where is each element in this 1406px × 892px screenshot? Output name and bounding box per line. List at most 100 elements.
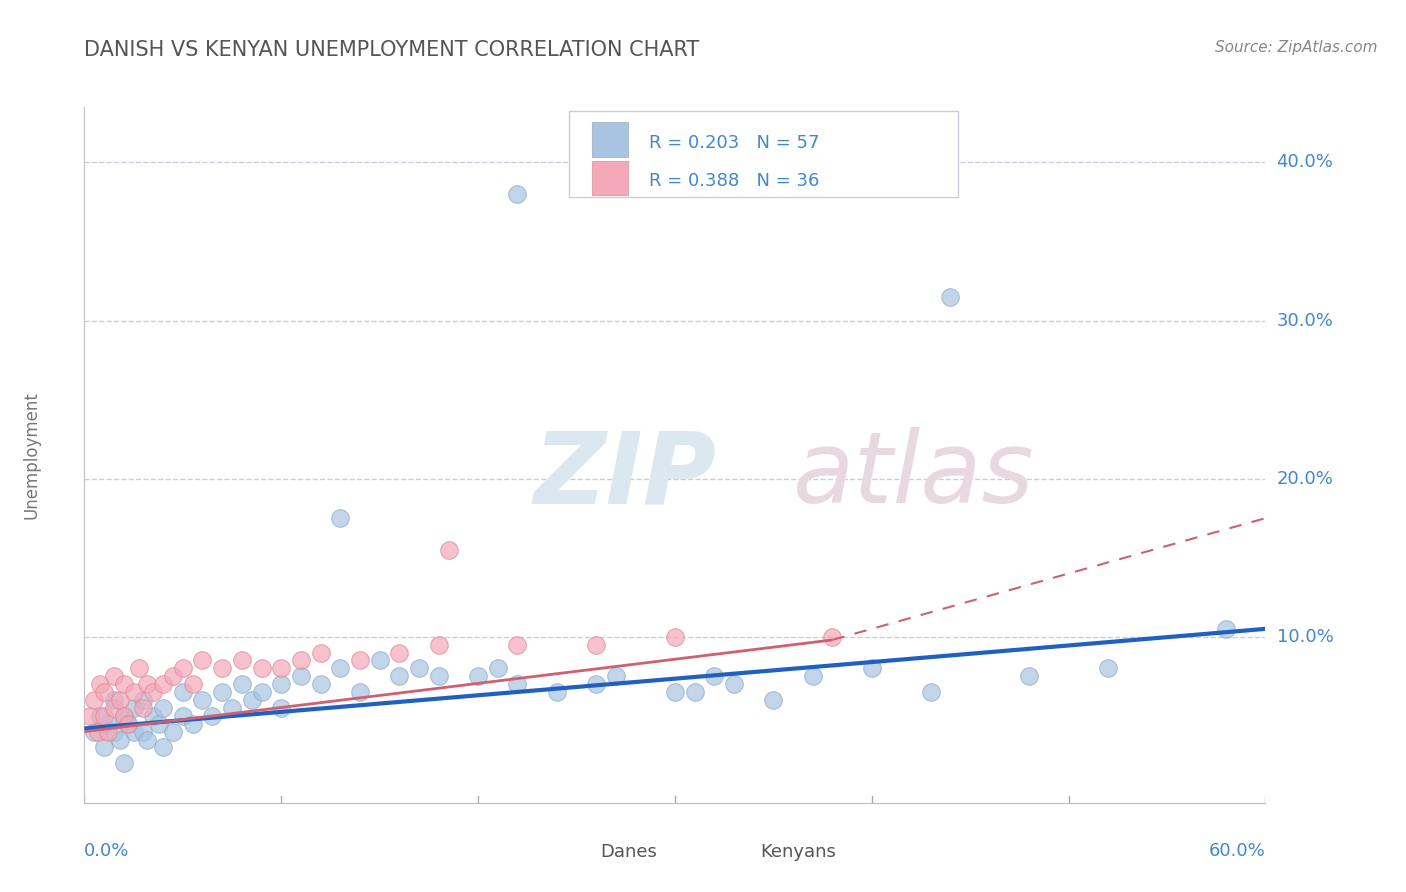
- Point: [112, 677, 135, 691]
- Point: [408, 661, 430, 675]
- Point: [93, 740, 115, 755]
- Point: [388, 646, 411, 660]
- Point: [290, 653, 312, 667]
- Point: [172, 685, 194, 699]
- Point: [142, 685, 165, 699]
- Point: [112, 756, 135, 771]
- Text: 20.0%: 20.0%: [1277, 470, 1333, 488]
- Point: [920, 685, 942, 699]
- Point: [122, 724, 145, 739]
- Point: [97, 724, 120, 739]
- Point: [427, 669, 450, 683]
- Text: Source: ZipAtlas.com: Source: ZipAtlas.com: [1215, 40, 1378, 55]
- Point: [231, 677, 253, 691]
- Point: [152, 701, 174, 715]
- Text: Kenyans: Kenyans: [759, 843, 835, 861]
- Point: [683, 685, 706, 699]
- Point: [585, 677, 607, 691]
- Point: [83, 693, 105, 707]
- Point: [172, 661, 194, 675]
- Point: [142, 708, 165, 723]
- Point: [349, 685, 371, 699]
- Point: [103, 669, 125, 683]
- Text: atlas: atlas: [793, 427, 1035, 524]
- FancyBboxPatch shape: [592, 161, 627, 195]
- FancyBboxPatch shape: [557, 838, 592, 865]
- Point: [108, 693, 131, 707]
- Point: [427, 638, 450, 652]
- Point: [309, 646, 332, 660]
- Point: [506, 186, 529, 201]
- Point: [240, 693, 263, 707]
- Point: [368, 653, 391, 667]
- Text: Danes: Danes: [600, 843, 658, 861]
- Point: [329, 511, 352, 525]
- Point: [162, 724, 184, 739]
- Point: [467, 669, 489, 683]
- Point: [87, 724, 110, 739]
- Point: [79, 708, 101, 723]
- Point: [93, 685, 115, 699]
- Point: [103, 724, 125, 739]
- Point: [117, 716, 139, 731]
- Text: R = 0.203   N = 57: R = 0.203 N = 57: [650, 134, 820, 153]
- Point: [191, 693, 214, 707]
- Point: [221, 701, 243, 715]
- Point: [97, 716, 120, 731]
- Point: [437, 542, 460, 557]
- Text: Unemployment: Unemployment: [22, 391, 41, 519]
- Point: [211, 661, 233, 675]
- Point: [89, 677, 111, 691]
- Point: [762, 693, 785, 707]
- Point: [329, 661, 352, 675]
- Point: [270, 701, 292, 715]
- Point: [664, 630, 686, 644]
- Text: ZIP: ZIP: [533, 427, 716, 524]
- Point: [723, 677, 745, 691]
- Point: [201, 708, 224, 723]
- FancyBboxPatch shape: [568, 111, 959, 197]
- Point: [112, 708, 135, 723]
- Point: [231, 653, 253, 667]
- Point: [136, 677, 159, 691]
- Point: [821, 630, 844, 644]
- Point: [349, 653, 371, 667]
- Point: [152, 677, 174, 691]
- Point: [112, 708, 135, 723]
- Point: [89, 708, 111, 723]
- Point: [939, 290, 962, 304]
- Point: [148, 716, 170, 731]
- Point: [703, 669, 725, 683]
- Point: [270, 661, 292, 675]
- Point: [117, 716, 139, 731]
- Point: [103, 701, 125, 715]
- Point: [506, 677, 529, 691]
- Text: 40.0%: 40.0%: [1277, 153, 1333, 171]
- Point: [83, 724, 105, 739]
- Point: [132, 724, 155, 739]
- FancyBboxPatch shape: [592, 122, 627, 157]
- Point: [309, 677, 332, 691]
- Point: [172, 708, 194, 723]
- Point: [132, 701, 155, 715]
- Point: [860, 661, 883, 675]
- Point: [132, 693, 155, 707]
- Text: DANISH VS KENYAN UNEMPLOYMENT CORRELATION CHART: DANISH VS KENYAN UNEMPLOYMENT CORRELATIO…: [84, 40, 700, 60]
- Point: [388, 669, 411, 683]
- Text: 10.0%: 10.0%: [1277, 628, 1333, 646]
- Point: [122, 685, 145, 699]
- Point: [546, 685, 568, 699]
- Point: [136, 732, 159, 747]
- Point: [191, 653, 214, 667]
- Point: [486, 661, 509, 675]
- Point: [162, 669, 184, 683]
- Point: [1215, 622, 1237, 636]
- Text: 0.0%: 0.0%: [84, 842, 129, 860]
- Point: [250, 685, 273, 699]
- Point: [585, 638, 607, 652]
- Point: [290, 669, 312, 683]
- Point: [1018, 669, 1040, 683]
- Point: [801, 669, 824, 683]
- FancyBboxPatch shape: [716, 838, 752, 865]
- Point: [122, 701, 145, 715]
